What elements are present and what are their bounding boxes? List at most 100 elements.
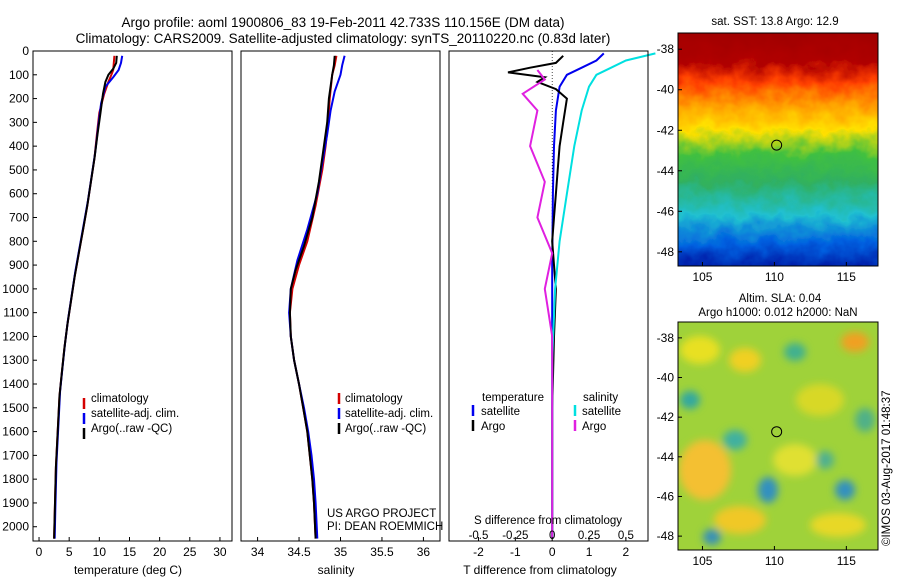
x-tick-label: 2 bbox=[623, 545, 630, 559]
legend-label-s-argo: Argo bbox=[582, 421, 606, 433]
map-y-tick-label: -48 bbox=[657, 529, 675, 543]
salinity-x-axis: 34 34.5 35 35.5 36 bbox=[251, 537, 430, 559]
legend-label-climatology: climatology bbox=[91, 393, 149, 405]
legend-header-salinity: salinity bbox=[583, 392, 618, 404]
difference-legend: temperature salinity satellite Argo sate… bbox=[471, 392, 621, 433]
salinity-xlabel: salinity bbox=[318, 563, 355, 577]
x-tick-label: 10 bbox=[93, 545, 107, 559]
y-tick-label: 200 bbox=[9, 92, 29, 106]
x-tick-label: 1 bbox=[586, 545, 593, 559]
x-tick-label: 0 bbox=[549, 545, 556, 559]
x-tick-label: 34 bbox=[251, 545, 265, 559]
y-tick-label: 100 bbox=[9, 68, 29, 82]
map-x-tick-label: 115 bbox=[837, 270, 856, 284]
s-tick-label: 0.5 bbox=[618, 530, 634, 542]
series-line-argo-raw-qc bbox=[288, 55, 336, 539]
y-tick-label: 1300 bbox=[2, 353, 29, 367]
sla-map-title-1: Altim. SLA: 0.04 bbox=[739, 293, 822, 305]
map-y-tick-label: -44 bbox=[657, 164, 675, 178]
t-difference-x-axis: -2 -1 0 1 2 bbox=[473, 537, 630, 559]
series-line-argo-raw-qc bbox=[53, 55, 118, 539]
y-tick-label: 1700 bbox=[2, 448, 29, 462]
series-line-satellite-adj-clim bbox=[53, 55, 124, 539]
map-x-tick-label: 110 bbox=[765, 270, 784, 284]
project-label: US ARGO PROJECT bbox=[327, 508, 436, 520]
legend-label-argo: Argo(..raw -QC) bbox=[91, 423, 172, 435]
x-tick-label: 25 bbox=[183, 545, 197, 559]
x-tick-label: -2 bbox=[473, 545, 484, 559]
sst-map-axes: 105 110 115 -38 -40 -42 -44 -46 -48 bbox=[657, 42, 857, 284]
legend-label-s-satellite: satellite bbox=[582, 406, 621, 418]
map-y-tick-label: -42 bbox=[657, 410, 675, 424]
sla-map-frame bbox=[677, 321, 879, 551]
legend-label-argo: Argo(..raw -QC) bbox=[345, 423, 426, 435]
temperature-axes-frame bbox=[32, 50, 233, 542]
y-tick-label: 600 bbox=[9, 187, 29, 201]
argo-position-marker bbox=[771, 139, 783, 151]
y-tick-label: 800 bbox=[9, 234, 29, 248]
x-tick-label: 30 bbox=[213, 545, 227, 559]
x-tick-label: 0 bbox=[36, 545, 43, 559]
y-tick-label: 700 bbox=[9, 211, 29, 225]
temperature-x-axis: 0 5 10 15 20 25 30 bbox=[36, 537, 227, 559]
sla-map-title-2: Argo h1000: 0.012 h2000: NaN bbox=[698, 307, 857, 319]
map-y-tick-label: -44 bbox=[657, 450, 675, 464]
x-tick-label: 20 bbox=[153, 545, 167, 559]
s-difference-x-axis: -0.5 -0.25 0 0.25 0.5 bbox=[469, 530, 634, 542]
salinity-panel: 34 34.5 35 35.5 36 salinity climatology sate… bbox=[240, 50, 443, 577]
legend-label-satellite: satellite-adj. clim. bbox=[345, 408, 433, 420]
x-tick-label: 5 bbox=[66, 545, 73, 559]
y-tick-label: 0 bbox=[22, 44, 29, 58]
x-tick-label: 35 bbox=[334, 545, 348, 559]
map-y-tick-label: -40 bbox=[657, 83, 675, 97]
temperature-panel: 0100200300400500600700800900100011001200… bbox=[2, 44, 233, 577]
y-tick-label: 1600 bbox=[2, 425, 29, 439]
y-tick-label: 1000 bbox=[2, 282, 29, 296]
y-tick-label: 1200 bbox=[2, 329, 29, 343]
series-line-climatology bbox=[53, 55, 116, 539]
sst-map-title: sat. SST: 13.8 Argo: 12.9 bbox=[711, 16, 838, 28]
s-tick-label: 0 bbox=[549, 530, 555, 542]
map-y-tick-label: -46 bbox=[657, 204, 675, 218]
map-x-tick-label: 110 bbox=[765, 554, 784, 568]
legend-header-temperature: temperature bbox=[482, 392, 544, 404]
imos-watermark: ©IMOS 03-Aug-2017 01:48:37 bbox=[881, 390, 893, 546]
legend-label-satellite: satellite-adj. clim. bbox=[91, 408, 179, 420]
map-y-tick-label: -42 bbox=[657, 123, 675, 137]
difference-plot-lines bbox=[507, 51, 656, 541]
temperature-xlabel: temperature (deg C) bbox=[74, 563, 182, 577]
x-tick-label: 35.5 bbox=[370, 545, 394, 559]
x-tick-label: -1 bbox=[510, 545, 521, 559]
sla-heatmap bbox=[678, 322, 878, 550]
depth-axis: 0 100 200 300 400 500 600 700 800 900 1000 1100 1200… bbox=[2, 44, 37, 534]
temperature-legend: climatology satellite-adj. clim. Argo(..… bbox=[82, 393, 179, 439]
y-tick-label: 300 bbox=[9, 115, 29, 129]
difference-axes-frame bbox=[448, 50, 649, 542]
legend-label-climatology: climatology bbox=[345, 393, 403, 405]
x-tick-label: 15 bbox=[123, 545, 137, 559]
title-line-2: Climatology: CARS2009. Satellite-adjuste… bbox=[76, 31, 611, 46]
series-line-salinity-satellite bbox=[551, 52, 656, 539]
y-tick-label: 400 bbox=[9, 139, 29, 153]
legend-label-t-satellite: satellite bbox=[481, 406, 520, 418]
series-line-temperature-argo bbox=[507, 55, 568, 539]
series-line-salinity-argo bbox=[521, 69, 554, 539]
s-tick-label: -0.5 bbox=[469, 530, 489, 542]
sla-map-panel: Altim. SLA: 0.04 Argo h1000: 0.012 h2000… bbox=[657, 293, 879, 568]
y-tick-label: 1500 bbox=[2, 401, 29, 415]
y-tick-label: 1900 bbox=[2, 496, 29, 510]
s-difference-label: S difference from climatology bbox=[474, 515, 622, 527]
y-tick-label: 1100 bbox=[3, 306, 29, 320]
y-tick-label: 1400 bbox=[2, 377, 29, 391]
temperature-plot-lines bbox=[53, 55, 124, 539]
map-y-tick-label: -38 bbox=[657, 331, 675, 345]
map-y-tick-label: -40 bbox=[657, 371, 675, 385]
x-tick-label: 34.5 bbox=[287, 545, 311, 559]
y-tick-label: 500 bbox=[9, 163, 29, 177]
sst-map-panel: sat. SST: 13.8 Argo: 12.9 105 110 115 -38 -4… bbox=[657, 16, 879, 284]
t-difference-xlabel: T difference from climatology bbox=[463, 563, 617, 577]
s-tick-label: -0.25 bbox=[502, 530, 528, 542]
y-tick-label: 2000 bbox=[2, 520, 29, 534]
series-line-satellite-adj-clim bbox=[288, 55, 346, 539]
